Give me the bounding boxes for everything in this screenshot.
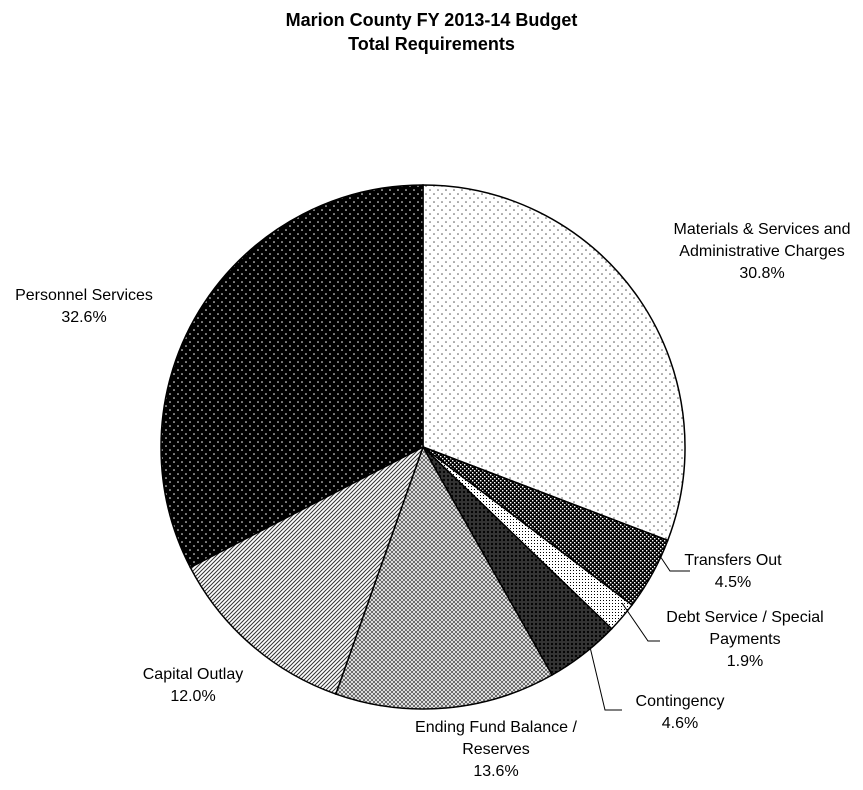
slice-value-label: 32.6% xyxy=(61,309,106,326)
chart-subtitle: Total Requirements xyxy=(348,34,515,54)
slice-label: Materials & Services and Administrative C… xyxy=(674,221,851,282)
slice-value-label: 4.6% xyxy=(662,715,698,732)
slice-label: Personnel Services 32.6% xyxy=(15,287,153,326)
slice-label: Contingency 4.6% xyxy=(636,693,725,732)
slice-value-label: 12.0% xyxy=(170,688,215,705)
chart-title: Marion County FY 2013-14 Budget xyxy=(285,10,578,30)
slice-label: Capital Outlay 12.0% xyxy=(143,666,244,705)
slice-value-label: 1.9% xyxy=(727,653,763,670)
leader-line xyxy=(621,602,660,642)
slice-name-label: Contingency xyxy=(636,693,725,710)
leader-line xyxy=(659,555,690,572)
slice-label: Transfers Out 4.5% xyxy=(684,552,782,591)
leader-line xyxy=(589,646,622,711)
slice-name-label: Ending Fund Balance / xyxy=(415,719,577,736)
slice-name-label: Personnel Services xyxy=(15,287,153,304)
slice-name-label: Reserves xyxy=(462,741,530,758)
slice-name-label: Capital Outlay xyxy=(143,666,244,683)
slice-value-label: 4.5% xyxy=(715,574,751,591)
pie-slice xyxy=(160,184,424,569)
slice-name-label: Payments xyxy=(709,631,780,648)
pie-slice xyxy=(334,445,554,710)
slice-label: Ending Fund Balance / Reserves 13.6% xyxy=(415,719,577,780)
slice-name-label: Administrative Charges xyxy=(679,243,844,260)
pie-slice xyxy=(189,445,425,696)
slice-name-label: Transfers Out xyxy=(684,552,782,569)
slice-value-label: 30.8% xyxy=(739,265,784,282)
pie-slice xyxy=(422,184,686,542)
slice-value-label: 13.6% xyxy=(473,763,518,780)
slice-name-label: Materials & Services and xyxy=(674,221,851,238)
slice-label: Debt Service / Special Payments 1.9% xyxy=(666,609,823,670)
slice-name-label: Debt Service / Special xyxy=(666,609,823,626)
